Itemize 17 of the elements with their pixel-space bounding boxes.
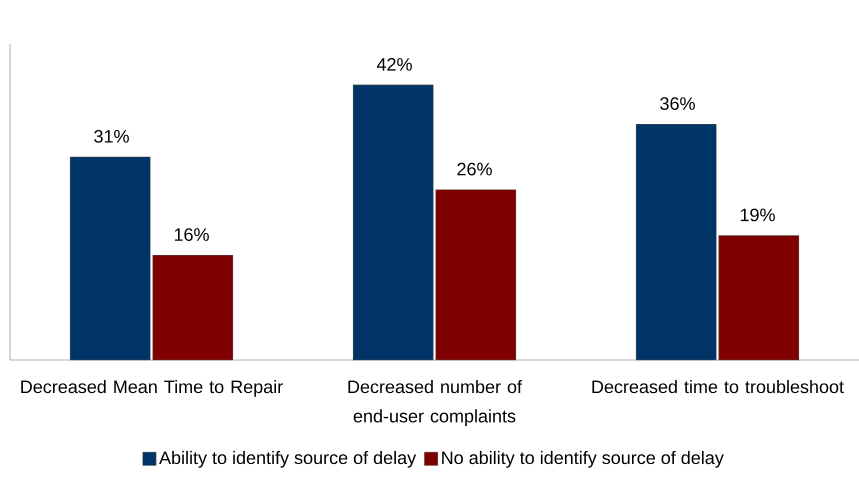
bar: [152, 254, 234, 360]
bar: [352, 84, 434, 360]
bar: [70, 156, 150, 360]
data-label: 19%: [740, 208, 775, 222]
x-tick-label: Decreased time to troubleshoot: [592, 380, 844, 394]
bar: [718, 235, 800, 360]
data-label: 31%: [94, 130, 129, 143]
bar: [636, 124, 716, 360]
data-label: 26%: [457, 162, 492, 176]
x-tick-label: Decreased Mean Time to Repair: [21, 380, 283, 397]
data-label: 42%: [376, 58, 412, 71]
legend-label: No ability to identify source of delay: [442, 450, 724, 468]
bar: [436, 189, 516, 360]
data-label: 16%: [174, 228, 209, 241]
legend-label: Ability to identify source of delay: [159, 450, 416, 468]
data-label: 36%: [660, 97, 695, 110]
x-tick-label: Decreased number of end-user complaints: [348, 380, 522, 426]
